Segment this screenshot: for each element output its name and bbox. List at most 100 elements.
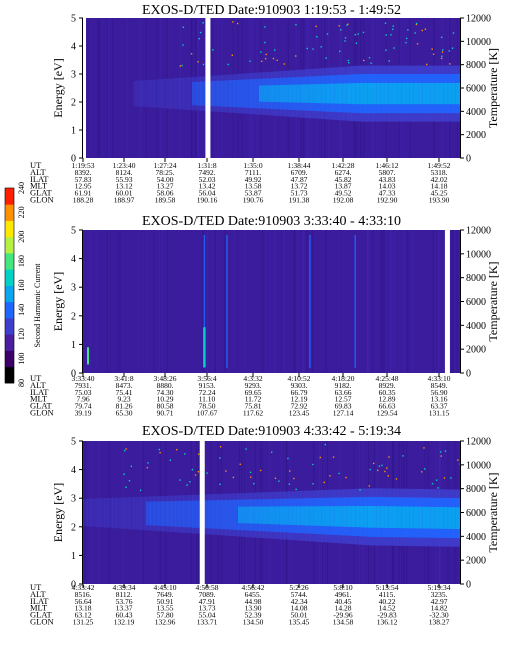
band-outer [141, 80, 147, 107]
ephemeris-row-label: UT [30, 582, 42, 592]
y-axis-label: Energy [eV] [51, 483, 65, 542]
y2-tick-label: 10000 [466, 249, 491, 260]
stripe [127, 18, 129, 158]
speckle [139, 489, 142, 491]
band-core [254, 506, 260, 524]
stripe [95, 230, 97, 373]
ephemeris-cell: 56.64 [75, 597, 92, 606]
ephemeris-cell: 9153. [199, 381, 216, 390]
band-outer [154, 79, 159, 108]
stripe [410, 230, 412, 373]
stripe [167, 230, 169, 373]
ephemeris-cell: 123.45 [289, 409, 310, 418]
stripe [90, 441, 92, 584]
speckle [231, 54, 234, 56]
band-core [413, 82, 419, 105]
band-outer [145, 80, 151, 108]
speckle [448, 50, 451, 52]
ephemeris-cell: 132.19 [114, 618, 135, 627]
speckle [128, 479, 131, 482]
ephemeris-cell: 4:33:42 [72, 583, 95, 592]
stripe [270, 230, 272, 373]
band-core [372, 506, 377, 528]
y2-tick-label: 6000 [466, 84, 486, 95]
stripe [99, 441, 101, 584]
ephemeris-cell: 11.72 [245, 395, 262, 404]
y2-tick-label: 2000 [466, 556, 486, 567]
data-gap [199, 441, 205, 584]
colorbar-frame [4, 187, 15, 384]
ephemeris-cell: 3:56:4 [197, 374, 216, 383]
ephemeris-row-label: GLON [30, 617, 54, 627]
band-core [305, 84, 310, 103]
speckle [368, 56, 371, 59]
stripe [202, 230, 204, 373]
speckle [306, 47, 308, 50]
band-core [317, 506, 323, 526]
ephemeris-row-label: ILAT [30, 387, 49, 397]
ephemeris-cell: 53.87 [245, 189, 262, 198]
colorbar-segment [5, 350, 14, 368]
ephemeris-cell: 4:3:32 [243, 374, 262, 383]
colorbar-segment [5, 269, 14, 286]
speckle [197, 61, 199, 63]
stripe [108, 18, 110, 158]
colorbar-segment [5, 253, 14, 270]
ephemeris-cell: 7111. [245, 168, 261, 177]
spike-core [203, 327, 206, 368]
speckle [264, 41, 266, 44]
ephemeris-cell: 3235. [431, 590, 448, 599]
ephemeris-cell: 52.39 [245, 611, 262, 620]
speckle [147, 462, 149, 464]
speckle [316, 35, 318, 38]
speckle [295, 24, 297, 26]
y2-tick-label: 10000 [466, 460, 491, 471]
ephemeris-cell: 75.41 [116, 388, 133, 397]
stripe [179, 18, 181, 158]
band-outer [112, 497, 118, 529]
stripe [108, 441, 110, 584]
band-core [359, 82, 365, 105]
ephemeris-cell: 4961. [335, 590, 352, 599]
ephemeris-row-label: GLAT [30, 610, 53, 620]
ephemeris-cell: 6709. [291, 168, 308, 177]
y-tick-label: 1 [71, 340, 76, 351]
speckle [288, 483, 291, 485]
ephemeris-cell: 40.22 [379, 597, 396, 606]
ephemeris-cell: 5744. [291, 590, 308, 599]
band-core [401, 82, 407, 105]
ephemeris-cell: 60.43 [116, 611, 133, 620]
band-core [321, 83, 327, 104]
band-core [430, 506, 436, 529]
band-mid [225, 80, 231, 107]
ephemeris-cell: 1:19:53 [72, 161, 95, 170]
band-outer [99, 498, 105, 528]
ephemeris-cell: 42.34 [291, 597, 308, 606]
speckle [332, 456, 335, 458]
speckle [249, 471, 252, 473]
ephemeris-row-label: ALT [30, 589, 47, 599]
y-axis-label: Energy [eV] [51, 58, 65, 117]
stripe [437, 230, 439, 373]
ephemeris-cell: 9303. [291, 381, 308, 390]
band-core [288, 84, 294, 103]
speckle [130, 465, 133, 468]
y2-tick-label: 12000 [466, 14, 491, 25]
y-tick-label: 2 [71, 311, 76, 322]
speckle [287, 457, 289, 460]
ephemeris-cell: 4:18:20 [332, 374, 355, 383]
ephemeris-cell: 12.19 [291, 395, 308, 404]
band-outer [183, 77, 189, 110]
stripe [367, 230, 369, 373]
stripe [342, 230, 344, 373]
speckle [184, 453, 186, 455]
ephemeris-cell: 13.27 [157, 182, 174, 191]
ephemeris-cell: 3:48:26 [154, 374, 177, 383]
colorbar: 240 220 200 180 160 140 120 100 80 Second Harmoni… [4, 182, 42, 387]
band-mid [145, 501, 151, 526]
y2-tick-label: 12000 [466, 437, 491, 448]
y2-tick-label: 6000 [466, 508, 486, 519]
ephemeris-row-label: GLON [30, 195, 54, 205]
y2-tick-label: 8000 [466, 60, 486, 71]
band-core [384, 82, 390, 105]
